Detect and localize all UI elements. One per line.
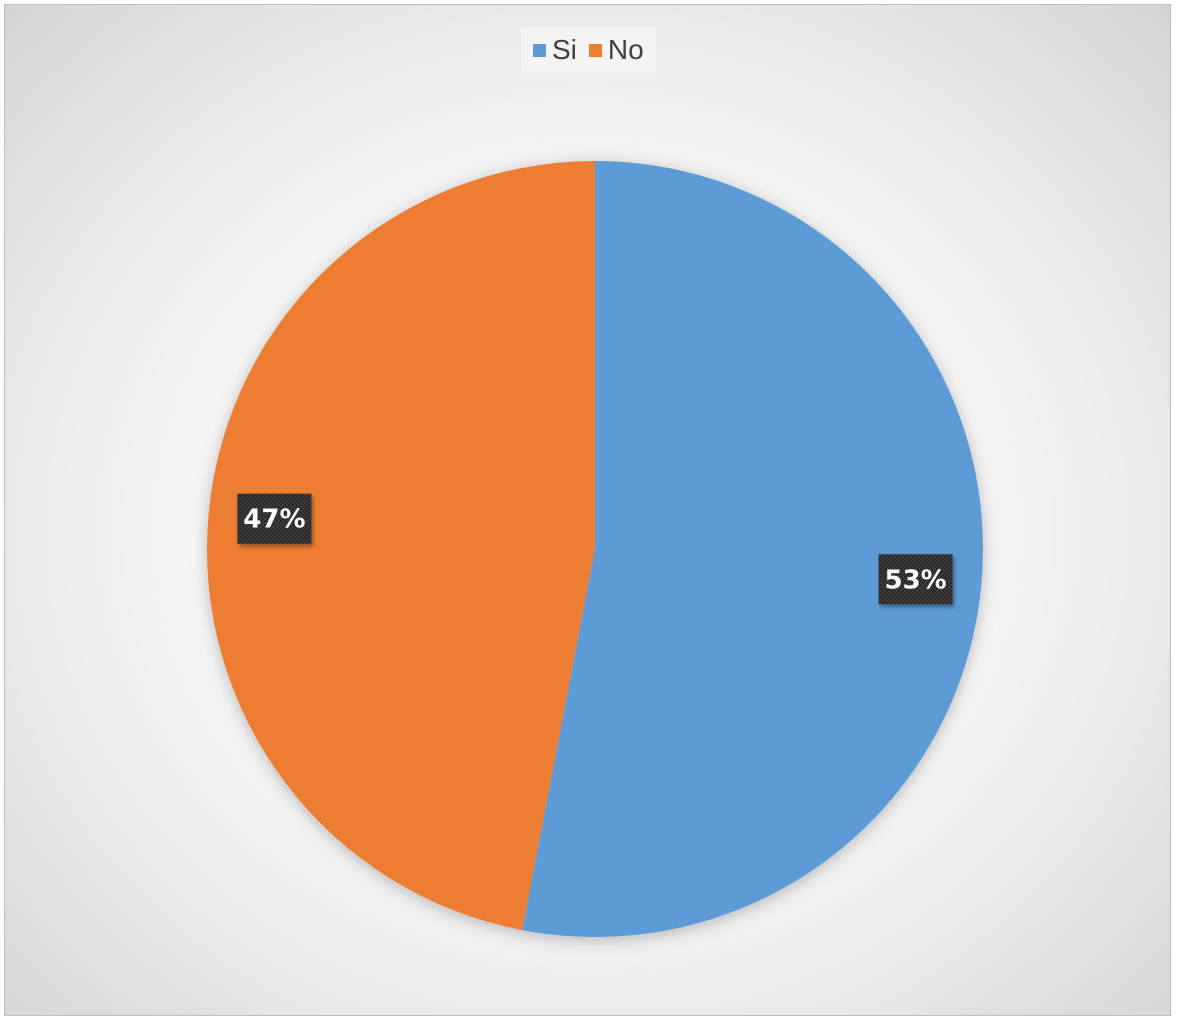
legend-label-no: No xyxy=(607,34,644,65)
legend-swatch-si xyxy=(533,43,546,57)
pie-slice-no xyxy=(207,161,595,931)
data-label-no: 47% xyxy=(237,493,312,544)
data-label-text: 47% xyxy=(243,505,305,535)
data-label-box xyxy=(237,493,312,544)
pie-slice-si xyxy=(522,161,984,937)
legend-swatch-no xyxy=(588,43,602,57)
data-label-text: 53% xyxy=(884,565,946,595)
data-label-box xyxy=(878,554,953,605)
legend-entry-si: Si xyxy=(533,34,577,66)
legend-entry-no: No xyxy=(588,34,644,66)
legend: Si No xyxy=(521,27,656,73)
legend-label-si: Si xyxy=(552,34,577,65)
data-label-si: 53% xyxy=(878,554,953,605)
